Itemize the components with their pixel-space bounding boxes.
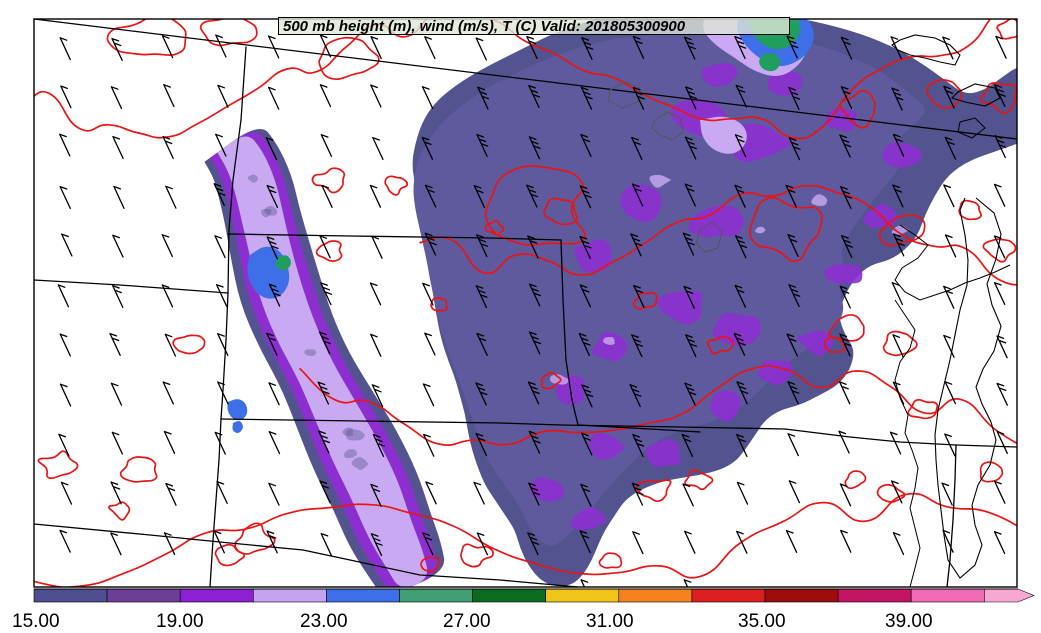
svg-text:23.00: 23.00: [300, 611, 348, 632]
svg-text:31.00: 31.00: [586, 611, 634, 632]
svg-text:39.00: 39.00: [885, 611, 933, 632]
svg-text:19.00: 19.00: [156, 611, 204, 632]
svg-text:35.00: 35.00: [738, 611, 786, 632]
svg-text:15.00: 15.00: [12, 611, 60, 632]
svg-text:27.00: 27.00: [443, 611, 491, 632]
